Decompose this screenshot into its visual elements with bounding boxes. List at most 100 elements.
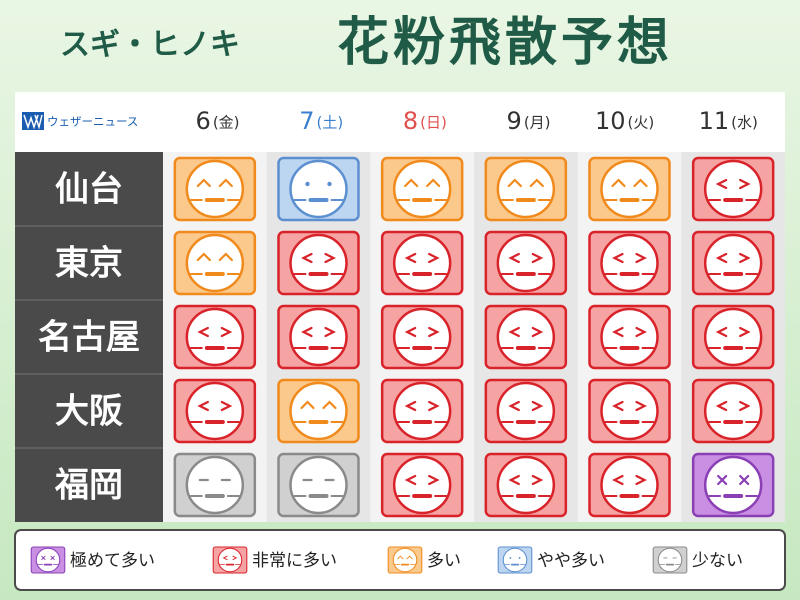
pollen-icon xyxy=(277,452,360,518)
icon-stroke xyxy=(404,178,419,188)
pollen-icon xyxy=(173,230,257,296)
pollen-icon xyxy=(277,230,360,296)
legend-icon xyxy=(30,546,66,574)
icon-stroke xyxy=(739,326,751,338)
icon-eye xyxy=(509,556,512,559)
icon-stroke xyxy=(322,400,337,410)
legend-label: やや多い xyxy=(537,551,605,571)
icon-face xyxy=(496,307,556,367)
pollen-icon xyxy=(380,378,464,444)
pollen-icon xyxy=(277,156,360,222)
icon-face xyxy=(185,381,245,441)
icon-stroke xyxy=(301,326,313,338)
icon-stroke xyxy=(739,178,751,190)
legend-icon xyxy=(387,546,423,574)
icon-face xyxy=(703,307,763,367)
pollen-icon xyxy=(277,304,360,370)
city-label: 仙台 xyxy=(55,170,123,210)
pollen-icon xyxy=(588,156,671,222)
pollen-icon xyxy=(380,156,464,222)
icon-face xyxy=(185,159,245,219)
legend-label: 多い xyxy=(427,551,461,571)
pollen-icon xyxy=(484,452,568,518)
icon-face xyxy=(392,233,452,293)
icon-face xyxy=(703,159,763,219)
icon-stroke xyxy=(406,555,413,560)
icon-eye xyxy=(327,181,332,187)
icon-face xyxy=(185,233,245,293)
icon-stroke xyxy=(508,326,520,338)
icon-face xyxy=(185,455,245,515)
header-row xyxy=(163,92,785,152)
icon-stroke xyxy=(612,474,624,486)
icon-stroke xyxy=(531,252,544,264)
icon-stroke xyxy=(715,326,728,338)
icon-face xyxy=(289,159,348,219)
icon-eye xyxy=(518,556,521,559)
icon-stroke xyxy=(739,400,751,412)
weekday-label: (水) xyxy=(731,114,758,132)
pollen-icon xyxy=(173,304,257,370)
legend-label: 少ない xyxy=(692,551,743,571)
icon-face xyxy=(657,547,683,573)
pollen-icon xyxy=(173,378,257,444)
icon-stroke xyxy=(197,400,209,412)
icon-stroke xyxy=(397,555,404,560)
day-label: 9 xyxy=(507,107,522,135)
icon-stroke xyxy=(428,252,440,264)
icon-stroke xyxy=(508,252,520,264)
icon-face xyxy=(392,455,452,515)
icon-face xyxy=(600,307,659,367)
icon-face xyxy=(392,381,452,441)
day-label: 10 xyxy=(595,107,626,135)
icon-face xyxy=(496,159,556,219)
pollen-icon xyxy=(588,230,671,296)
icon-face xyxy=(392,159,452,219)
icon-face xyxy=(496,381,556,441)
icon-stroke xyxy=(196,178,211,188)
icon-stroke xyxy=(531,474,544,486)
icon-stroke xyxy=(404,326,417,338)
logo-mark-glyph xyxy=(23,114,43,130)
icon-stroke xyxy=(529,178,544,188)
icon-face xyxy=(185,307,245,367)
icon-stroke xyxy=(218,252,233,262)
pollen-icon xyxy=(173,156,257,222)
weekday-label: (月) xyxy=(524,114,551,132)
icon-stroke xyxy=(611,178,626,188)
pollen-icon xyxy=(380,452,464,518)
icon-face xyxy=(392,307,452,367)
icon-stroke xyxy=(715,178,728,190)
pollen-icon xyxy=(380,230,464,296)
weekday-label: (土) xyxy=(317,114,344,132)
day-label: 7 xyxy=(299,107,314,135)
icon-face xyxy=(600,455,659,515)
icon-stroke xyxy=(301,252,313,264)
icon-stroke xyxy=(232,555,238,561)
title: 花粉飛散予想 xyxy=(337,13,673,73)
icon-face xyxy=(600,233,659,293)
logo-text: ウェザーニュース xyxy=(47,115,138,129)
icon-stroke xyxy=(635,326,647,338)
icon-stroke xyxy=(404,400,417,412)
icon-face xyxy=(289,233,348,293)
icon-stroke xyxy=(197,326,209,338)
city-label: 福岡 xyxy=(54,466,123,506)
city-label: 東京 xyxy=(55,244,123,284)
icon-face xyxy=(289,455,348,515)
icon-stroke xyxy=(739,474,750,486)
icon-face xyxy=(217,547,243,573)
legend-label: 極めて多い xyxy=(70,551,155,571)
city-label: 名古屋 xyxy=(38,318,140,358)
icon-stroke xyxy=(404,252,417,264)
subtitle: スギ・ヒノキ xyxy=(60,28,240,63)
icon-stroke xyxy=(428,326,440,338)
pollen-icon xyxy=(484,304,568,370)
icon-stroke xyxy=(635,252,647,264)
pollen-icon xyxy=(484,230,568,296)
icon-face xyxy=(703,381,763,441)
icon-stroke xyxy=(635,474,647,486)
icon-face xyxy=(600,381,659,441)
legend-label: 非常に多い xyxy=(252,551,337,571)
day-label: 11 xyxy=(699,107,730,135)
